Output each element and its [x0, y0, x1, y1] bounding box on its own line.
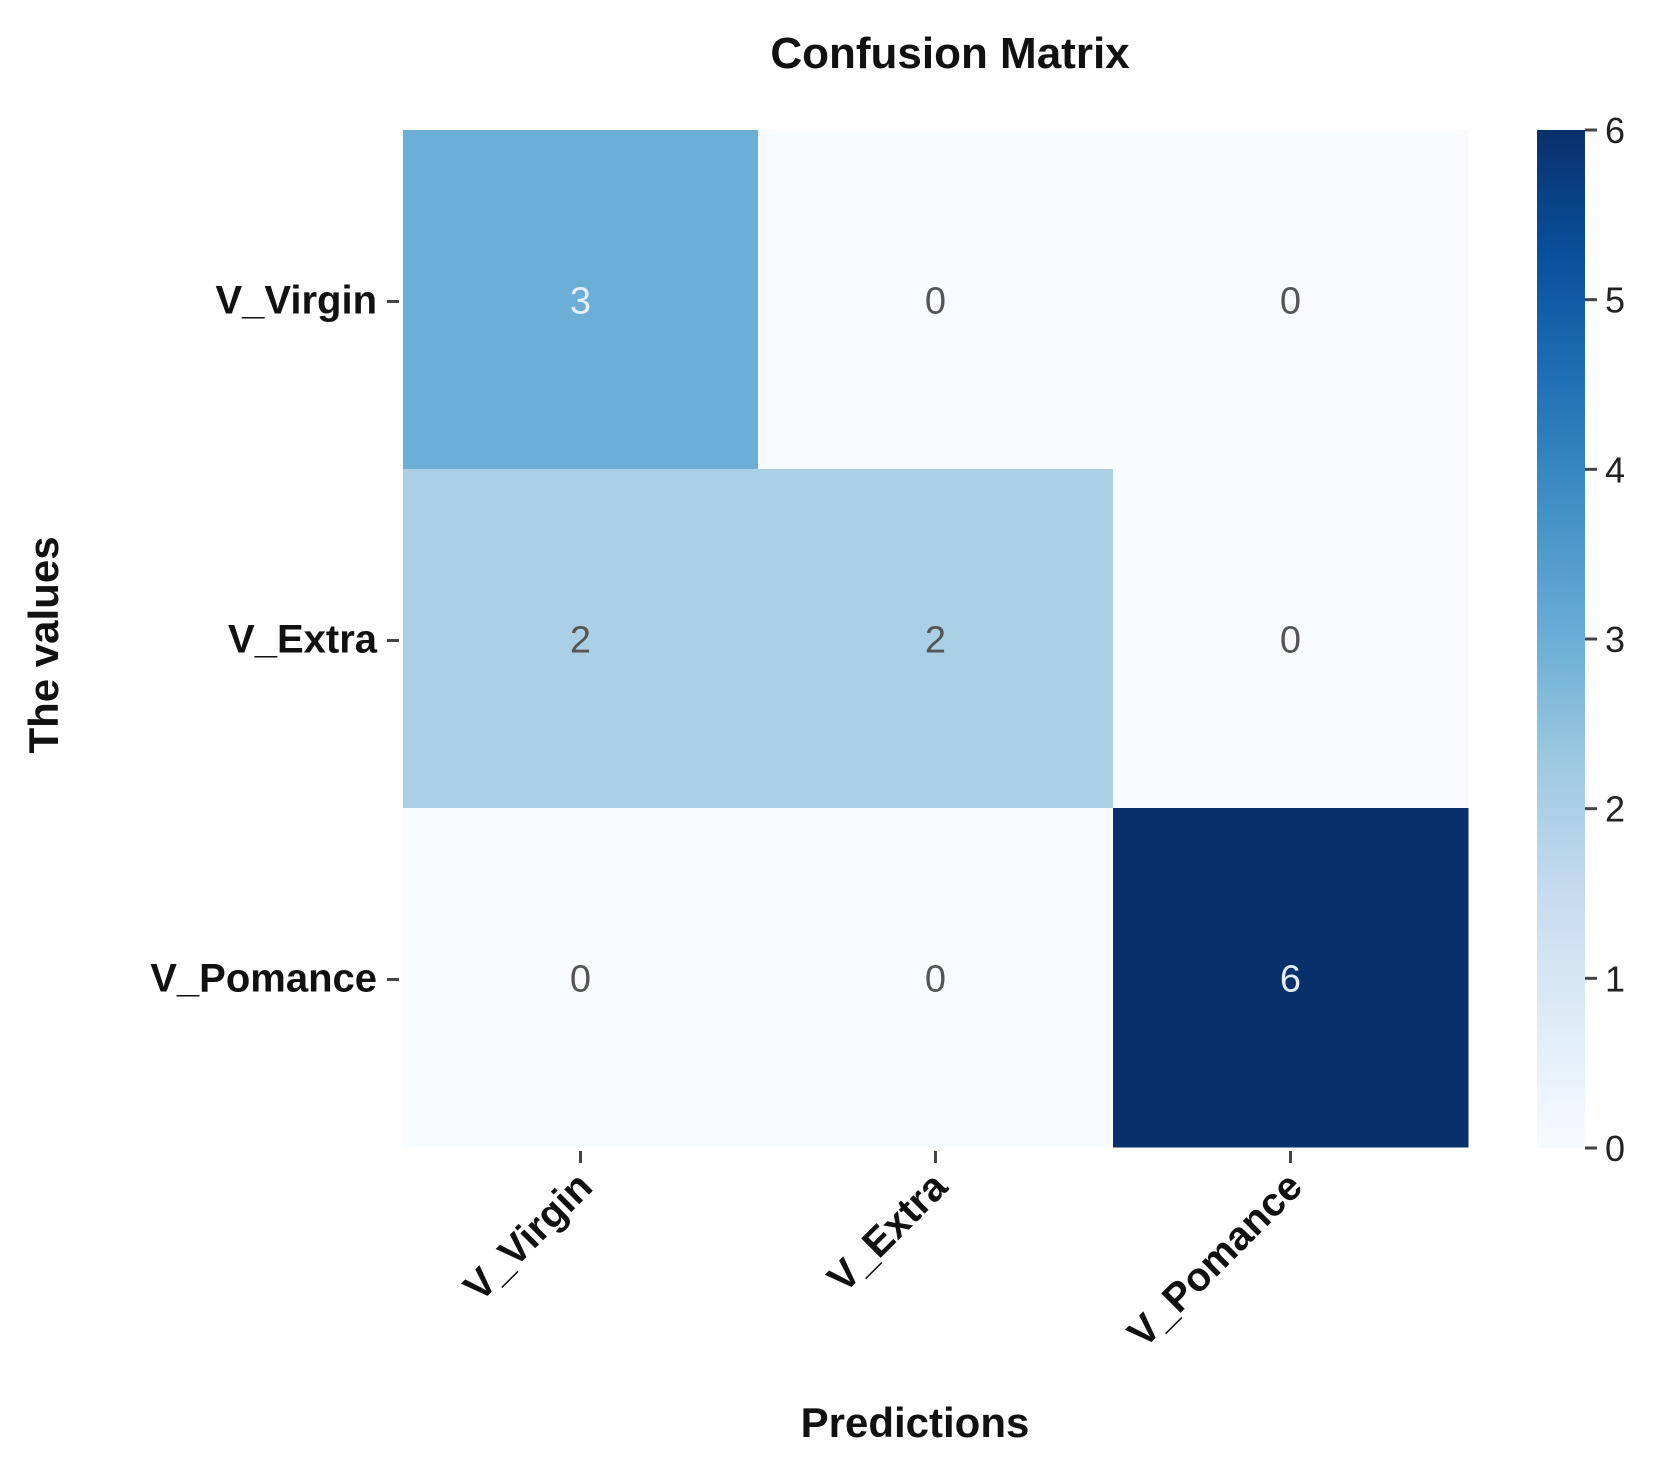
y-tick-label: V_Pomance — [150, 957, 377, 1001]
chart-title: Confusion Matrix — [770, 29, 1130, 78]
colorbar-tick-label: 0 — [1605, 1128, 1625, 1169]
heatmap-cell — [1113, 130, 1469, 470]
heatmap-cell — [758, 469, 1114, 809]
heatmap-cell — [403, 469, 759, 809]
y-tick-label: V_Virgin — [215, 279, 377, 323]
heatmap-cell-value: 0 — [925, 959, 946, 1001]
colorbar — [1537, 130, 1585, 1148]
colorbar-tick-label: 3 — [1605, 619, 1625, 660]
colorbar-tick-label: 6 — [1605, 110, 1625, 151]
colorbar-tick-label: 5 — [1605, 280, 1625, 321]
heatmap-cell-value: 0 — [1280, 620, 1301, 662]
heatmap-cell — [403, 130, 759, 470]
colorbar-tick-label: 1 — [1605, 958, 1625, 999]
heatmap-cell-value: 6 — [1280, 959, 1301, 1001]
y-axis-label: The values — [20, 536, 67, 753]
heatmap-cell — [758, 808, 1114, 1148]
x-tick-label: V_Pomance — [1119, 1164, 1310, 1355]
heatmap-cell-value: 0 — [570, 959, 591, 1001]
heatmap-cell — [758, 130, 1114, 470]
x-axis-label: Predictions — [801, 1399, 1030, 1446]
heatmap-cells — [403, 130, 1469, 1148]
heatmap-cell-value: 2 — [925, 620, 946, 662]
heatmap-cell-value: 3 — [570, 281, 591, 323]
x-axis-ticks: V_Virgin V_Extra V_Pomance — [456, 1151, 1311, 1356]
heatmap-cell-value: 0 — [1280, 281, 1301, 323]
y-tick-label: V_Extra — [228, 618, 378, 662]
y-axis-ticks: V_Virgin V_Extra V_Pomance — [150, 279, 399, 1001]
x-tick-label: V_Virgin — [456, 1164, 601, 1309]
colorbar-tick-label: 2 — [1605, 789, 1625, 830]
heatmap-cell-labels: 3 0 0 2 2 0 0 0 6 — [570, 281, 1301, 1001]
colorbar-tick-label: 4 — [1605, 449, 1625, 490]
heatmap-cell-value: 0 — [925, 281, 946, 323]
x-tick-label: V_Extra — [819, 1164, 956, 1301]
heatmap-cell — [1113, 808, 1469, 1148]
colorbar-ticks: 0 1 2 3 4 5 6 — [1585, 110, 1625, 1169]
heatmap-cell — [1113, 469, 1469, 809]
heatmap-cell-value: 2 — [570, 620, 591, 662]
heatmap-cell — [403, 808, 759, 1148]
